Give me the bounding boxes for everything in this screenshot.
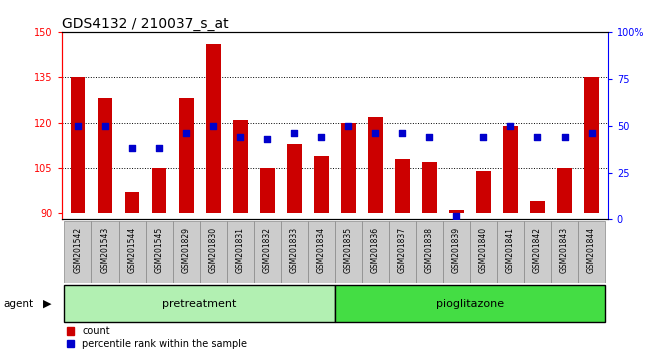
- FancyBboxPatch shape: [497, 221, 524, 282]
- Bar: [205, 44, 220, 213]
- Bar: [341, 122, 356, 213]
- Bar: [449, 210, 464, 213]
- Bar: [584, 77, 599, 213]
- Text: GSM201842: GSM201842: [533, 227, 542, 273]
- Bar: [368, 116, 383, 213]
- Bar: [395, 159, 410, 213]
- Text: GSM201838: GSM201838: [425, 227, 434, 273]
- Point: [559, 134, 569, 140]
- Text: GSM201834: GSM201834: [317, 227, 326, 273]
- Text: pretreatment: pretreatment: [162, 298, 237, 309]
- FancyBboxPatch shape: [118, 221, 146, 282]
- Bar: [476, 171, 491, 213]
- Point: [370, 130, 380, 136]
- Text: GSM201837: GSM201837: [398, 227, 407, 273]
- Bar: [557, 168, 572, 213]
- FancyBboxPatch shape: [307, 221, 335, 282]
- Point: [397, 130, 408, 136]
- Point: [424, 134, 435, 140]
- Text: agent: agent: [3, 298, 33, 309]
- Text: GSM201542: GSM201542: [73, 227, 83, 273]
- FancyBboxPatch shape: [281, 221, 307, 282]
- FancyBboxPatch shape: [64, 221, 92, 282]
- FancyBboxPatch shape: [470, 221, 497, 282]
- Point: [208, 123, 218, 129]
- Point: [586, 130, 597, 136]
- Text: GSM201829: GSM201829: [181, 227, 190, 273]
- FancyBboxPatch shape: [254, 221, 281, 282]
- Text: GSM201830: GSM201830: [209, 227, 218, 273]
- FancyBboxPatch shape: [578, 221, 605, 282]
- FancyBboxPatch shape: [389, 221, 416, 282]
- Text: GSM201844: GSM201844: [587, 227, 596, 273]
- FancyBboxPatch shape: [524, 221, 551, 282]
- FancyBboxPatch shape: [227, 221, 254, 282]
- FancyBboxPatch shape: [172, 221, 200, 282]
- Legend: count, percentile rank within the sample: count, percentile rank within the sample: [66, 326, 247, 349]
- Text: GSM201832: GSM201832: [263, 227, 272, 273]
- Bar: [530, 201, 545, 213]
- Text: GSM201841: GSM201841: [506, 227, 515, 273]
- Point: [289, 130, 300, 136]
- Text: GSM201545: GSM201545: [155, 227, 164, 273]
- FancyBboxPatch shape: [335, 285, 605, 322]
- Bar: [151, 168, 166, 213]
- Text: GSM201833: GSM201833: [290, 227, 299, 273]
- Point: [73, 123, 83, 129]
- Point: [505, 123, 515, 129]
- Text: GSM201843: GSM201843: [560, 227, 569, 273]
- FancyBboxPatch shape: [92, 221, 118, 282]
- Point: [343, 123, 354, 129]
- Point: [127, 145, 137, 151]
- FancyBboxPatch shape: [64, 285, 335, 322]
- FancyBboxPatch shape: [146, 221, 172, 282]
- FancyBboxPatch shape: [200, 221, 227, 282]
- Bar: [287, 144, 302, 213]
- Point: [262, 136, 272, 142]
- Point: [154, 145, 164, 151]
- Text: pioglitazone: pioglitazone: [436, 298, 504, 309]
- Point: [316, 134, 326, 140]
- Text: GSM201840: GSM201840: [479, 227, 488, 273]
- Point: [478, 134, 489, 140]
- Text: ▶: ▶: [42, 298, 51, 309]
- Bar: [314, 156, 329, 213]
- FancyBboxPatch shape: [443, 221, 470, 282]
- Bar: [503, 126, 518, 213]
- FancyBboxPatch shape: [362, 221, 389, 282]
- Text: GSM201544: GSM201544: [127, 227, 136, 273]
- Point: [100, 123, 110, 129]
- Bar: [71, 77, 85, 213]
- FancyBboxPatch shape: [551, 221, 578, 282]
- Text: GSM201543: GSM201543: [101, 227, 109, 273]
- Text: GSM201836: GSM201836: [370, 227, 380, 273]
- Point: [181, 130, 191, 136]
- Bar: [233, 120, 248, 213]
- Bar: [179, 98, 194, 213]
- Text: GSM201831: GSM201831: [236, 227, 244, 273]
- FancyBboxPatch shape: [335, 221, 362, 282]
- Text: GSM201835: GSM201835: [344, 227, 353, 273]
- Bar: [98, 98, 112, 213]
- FancyBboxPatch shape: [416, 221, 443, 282]
- Bar: [125, 192, 140, 213]
- Text: GDS4132 / 210037_s_at: GDS4132 / 210037_s_at: [62, 17, 228, 31]
- Point: [451, 213, 462, 218]
- Bar: [422, 162, 437, 213]
- Bar: [260, 168, 274, 213]
- Text: GSM201839: GSM201839: [452, 227, 461, 273]
- Point: [532, 134, 543, 140]
- Point: [235, 134, 245, 140]
